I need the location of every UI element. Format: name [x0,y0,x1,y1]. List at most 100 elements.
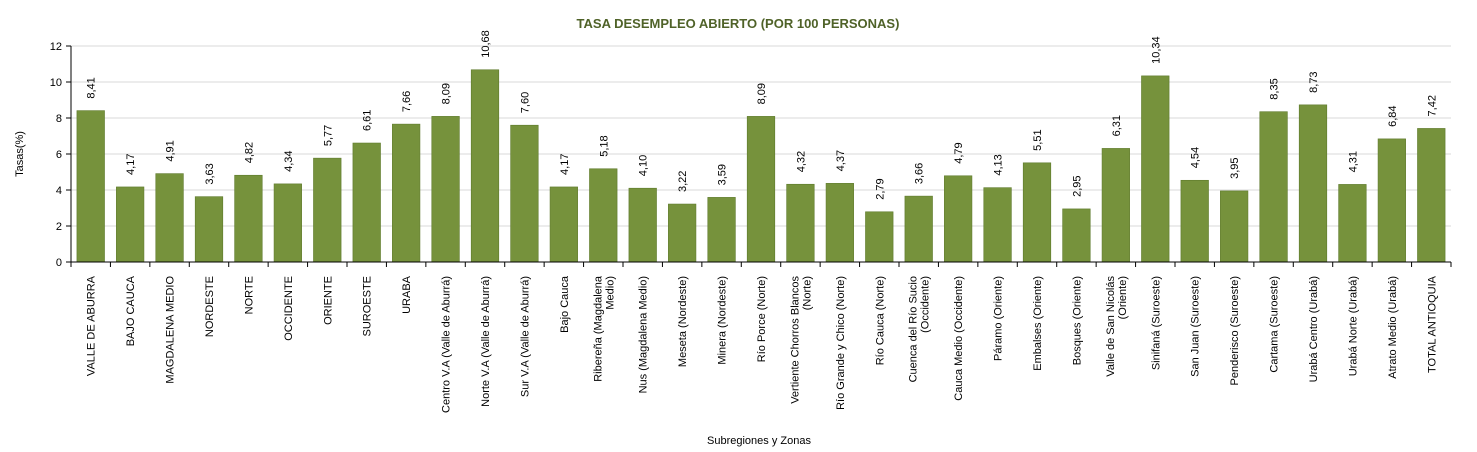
value-label: 7,60 [519,92,531,113]
value-label: 5,77 [322,125,334,146]
category-label-line: Río Cauca (Norte) [874,276,886,365]
category-label-line: Atrato Medio (Urabá) [1387,276,1399,379]
category-label: SUROESTE [362,276,374,337]
y-tick-label: 8 [56,113,62,125]
bar [904,195,933,263]
value-label: 3,66 [914,163,926,184]
bars [76,69,1446,263]
category-label-line: Urabá Centro (Urabá) [1308,276,1320,382]
category-label-line: Centro V.A (Valle de Aburrá) [441,276,453,413]
bar [549,186,578,263]
category-label-line: Río Porce (Norte) [756,276,768,362]
y-tick-label: 6 [56,149,62,161]
category-label: Valle de San Nicolás(Oriente) [1105,276,1129,377]
bar [76,110,105,263]
category-label-line: Nus (Magdalena Medio) [638,276,650,393]
value-label: 4,31 [1347,151,1359,172]
category-label-line: Vertiente Chorros Blancos [789,276,801,404]
category-label-line: NORDESTE [204,276,216,337]
category-label: Embalses (Oriente) [1032,276,1044,371]
bar [352,142,381,263]
category-label: Minera (Nordeste) [717,276,729,365]
x-tick-labels: VALLE DE ABURRA BAJO CAUCA MAGDALENA MEDIO… [70,262,1452,413]
category-label: Sur V.A (Valle de Aburrá) [519,276,531,397]
category-label-line: Meseta (Nordeste) [677,276,689,367]
bar [786,183,815,263]
value-label: 8,41 [86,77,98,98]
category-label-line: ORIENTE [322,276,334,325]
bar [1220,190,1249,263]
value-labels: 8,41 4,17 4,91 3,63 4,82 4,34 5,77 6,61 7,66 8,09… [86,30,1439,200]
bar [1062,208,1091,263]
value-label: 3,59 [717,164,729,185]
category-label-line: Cartama (Suroeste) [1269,276,1281,373]
category-label-line: Penderisco (Suroeste) [1229,276,1241,385]
category-label-line: Ribereña (Magdalena [592,275,604,382]
bar [746,116,776,263]
category-label-line: NORTE [243,276,255,314]
value-label: 6,31 [1111,115,1123,136]
value-label: 7,42 [1426,95,1438,116]
category-label-line: Páramo (Oriente) [993,276,1005,361]
bar [707,197,736,263]
category-label: San Juan (Suroeste) [1190,276,1202,377]
bar [470,69,500,263]
category-label: MAGDALENA MEDIO [165,276,177,384]
value-label: 4,34 [283,150,295,171]
value-label: 10,34 [1150,36,1162,64]
value-label: 4,79 [953,142,965,163]
category-label-line: Cuenca del Río Sucio [908,276,920,382]
bar [983,187,1012,263]
category-label-line: Sur V.A (Valle de Aburrá) [519,276,531,397]
bar [825,183,854,263]
bar [1101,148,1130,263]
bar [944,175,973,263]
value-label: 4,91 [165,140,177,161]
value-label: 5,51 [1032,129,1044,150]
category-label-line: Bajo Cauca [559,275,571,333]
value-label: 8,73 [1308,71,1320,92]
category-label: Cartama (Suroeste) [1269,276,1281,373]
category-label-line: Minera (Nordeste) [717,276,729,365]
category-label: Urabá Centro (Urabá) [1308,276,1320,382]
bar [865,211,894,263]
category-label: BAJO CAUCA [125,275,137,346]
bar [1180,179,1209,263]
value-label: 5,18 [598,135,610,156]
category-label: Urabá Norte (Urabá) [1347,276,1359,376]
category-label: Río Porce (Norte) [756,276,768,362]
value-label: 4,37 [835,150,847,171]
bar [1377,138,1406,263]
chart-title: TASA DESEMPLEO ABIERTO (POR 100 PERSONAS… [577,16,900,31]
value-label: 3,95 [1229,157,1241,178]
bar [1259,111,1288,263]
value-label: 8,35 [1269,78,1281,99]
category-label: VALLE DE ABURRA [86,275,98,376]
category-label: Atrato Medio (Urabá) [1387,276,1399,379]
bar [1417,128,1446,263]
category-label: Vertiente Chorros Blancos(Norte) [789,276,813,404]
value-label: 2,95 [1071,175,1083,196]
bar [510,124,539,263]
value-label: 3,63 [204,163,216,184]
bar [234,174,263,263]
value-label: 4,17 [125,154,137,175]
category-label-line: MAGDALENA MEDIO [165,276,177,384]
bar [392,123,421,263]
category-label: Meseta (Nordeste) [677,276,689,367]
bar [155,173,184,263]
category-label: Centro V.A (Valle de Aburrá) [441,276,453,413]
category-label: Ribereña (MagdalenaMedio) [592,275,616,382]
category-label-line: (Occidente) [920,276,932,333]
category-label: Bajo Cauca [559,275,571,333]
category-label-line: Embalses (Oriente) [1032,276,1044,371]
value-label: 2,79 [874,178,886,199]
y-tick-label: 4 [56,185,62,197]
y-tick-label: 10 [50,77,62,89]
bar [1141,75,1170,263]
category-label: Nus (Magdalena Medio) [638,276,650,393]
category-label-line: Sinifaná (Suroeste) [1150,276,1162,370]
category-label: Cuenca del Río Sucio(Occidente) [908,276,932,382]
category-label: Río Grande y Chico (Norte) [835,276,847,410]
